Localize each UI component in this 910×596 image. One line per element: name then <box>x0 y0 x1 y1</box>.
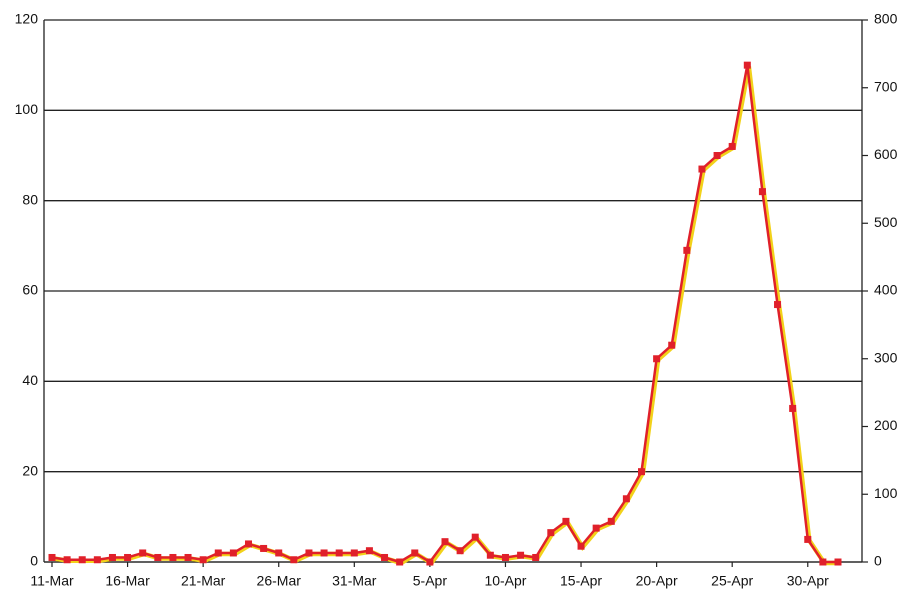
point <box>108 553 116 561</box>
point <box>804 535 812 543</box>
point <box>653 355 661 363</box>
point <box>713 152 721 159</box>
y2-tick-label: 700 <box>874 78 898 94</box>
point <box>577 542 585 550</box>
y2-tick-label: 800 <box>874 11 898 27</box>
point <box>275 549 283 557</box>
point <box>169 553 177 561</box>
point <box>789 404 797 412</box>
point <box>381 553 389 561</box>
x-tick-label: 10-Apr <box>484 573 526 589</box>
point <box>214 549 222 557</box>
point <box>592 524 600 532</box>
point <box>743 61 751 69</box>
point <box>638 468 645 476</box>
point <box>517 551 525 559</box>
point <box>501 553 509 561</box>
y2-tick-label: 200 <box>874 417 898 433</box>
point <box>305 549 313 557</box>
y2-tick-label: 600 <box>874 146 898 162</box>
y-tick-label: 40 <box>22 372 38 388</box>
point <box>728 142 736 150</box>
point <box>486 551 494 559</box>
point <box>819 558 827 566</box>
point <box>124 553 132 561</box>
point <box>48 553 56 561</box>
point <box>335 549 343 557</box>
point <box>834 558 842 566</box>
point <box>260 544 268 552</box>
point <box>93 556 101 564</box>
point <box>562 517 570 525</box>
point <box>229 549 237 557</box>
point <box>63 556 71 564</box>
x-tick-label: 21-Mar <box>181 573 226 589</box>
point <box>758 188 766 196</box>
point <box>350 549 358 557</box>
point <box>622 495 630 503</box>
y-tick-label: 20 <box>22 462 38 478</box>
y2-tick-label: 400 <box>874 282 898 298</box>
point <box>456 547 464 555</box>
y2-tick-label: 500 <box>874 214 898 230</box>
point <box>471 533 479 541</box>
x-tick-label: 5-Apr <box>413 573 448 589</box>
point <box>290 556 298 564</box>
y-tick-label: 60 <box>22 282 38 298</box>
x-tick-label: 20-Apr <box>636 573 678 589</box>
point <box>547 529 555 537</box>
point <box>396 558 404 566</box>
point <box>411 549 419 557</box>
y-tick-label: 0 <box>30 553 38 569</box>
point <box>607 517 615 525</box>
point <box>365 547 373 555</box>
y2-tick-label: 300 <box>874 349 898 365</box>
point <box>139 549 147 557</box>
point <box>184 553 192 561</box>
x-tick-label: 16-Mar <box>105 573 150 589</box>
x-tick-label: 25-Apr <box>711 573 753 589</box>
point <box>683 246 691 254</box>
point <box>441 538 449 546</box>
point <box>774 301 782 309</box>
y2-tick-label: 100 <box>874 485 898 501</box>
y-tick-label: 80 <box>22 191 38 207</box>
y-tick-label: 100 <box>15 101 39 117</box>
point <box>245 540 252 548</box>
y2-tick-label: 0 <box>874 553 882 569</box>
point <box>320 549 328 557</box>
x-tick-label: 11-Mar <box>30 573 74 589</box>
point <box>698 165 706 173</box>
point <box>426 558 434 566</box>
point <box>199 556 207 564</box>
point <box>532 553 540 561</box>
x-tick-label: 26-Mar <box>257 573 302 589</box>
y-tick-label: 120 <box>15 11 39 27</box>
point <box>154 553 162 561</box>
x-tick-label: 31-Mar <box>332 573 377 589</box>
x-tick-label: 30-Apr <box>787 573 829 589</box>
point <box>78 556 86 564</box>
point <box>668 341 676 349</box>
x-tick-label: 15-Apr <box>560 573 602 589</box>
